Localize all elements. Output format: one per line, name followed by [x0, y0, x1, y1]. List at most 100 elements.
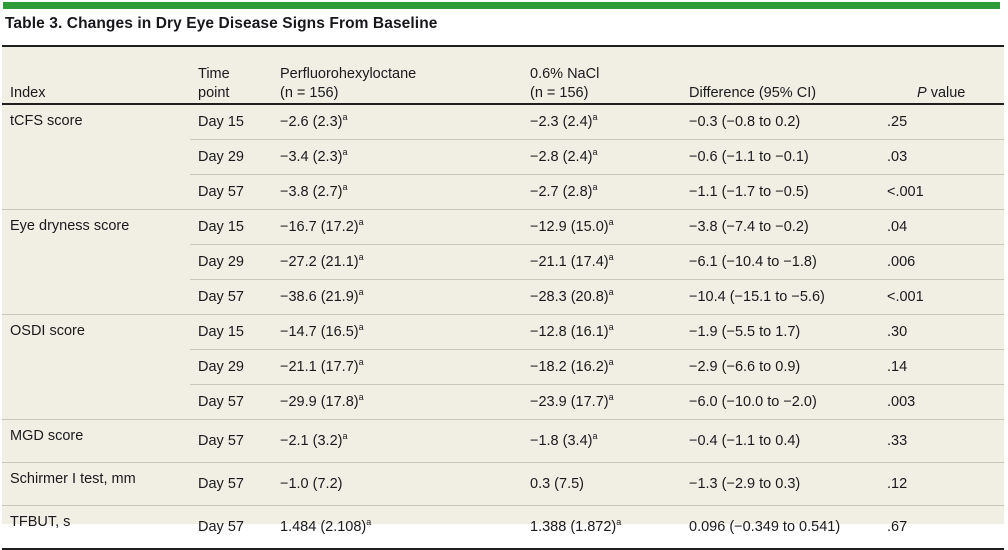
table-row: Day 57 −3.8 (2.7)a −2.7 (2.8)a −1.1 (−1.7 t…: [2, 174, 1004, 210]
footnote-marker: a: [358, 357, 364, 368]
difference-cell: −6.0 (−10.0 to −2.0): [681, 384, 879, 420]
time-point-cell: Day 15: [190, 209, 272, 245]
difference-cell: 0.096 (−0.349 to 0.541): [681, 505, 879, 549]
index-cell: MGD score: [2, 419, 190, 463]
footnote-marker: a: [358, 392, 364, 403]
p-value-cell: .25: [887, 114, 908, 130]
table-body: tCFS score Day 15 −2.6 (2.3)a −2.3 (2.4)a −0…: [2, 104, 1004, 549]
footnote-marker: a: [358, 217, 364, 228]
footnote-marker: a: [608, 392, 614, 403]
nacl-cell: −12.9 (15.0)a: [522, 209, 681, 245]
footnote-marker: a: [358, 287, 364, 298]
p-value-cell: <.001: [879, 174, 1004, 210]
p-value-cell: <.001: [879, 279, 1004, 315]
table-row: Day 29 −3.4 (2.3)a −2.8 (2.4)a −0.6 (−1.1 t…: [2, 139, 1004, 175]
perfluorohexyloctane-cell: −3.4 (2.3)a: [272, 139, 522, 175]
footnote-marker: a: [342, 182, 348, 193]
col-header-perfluorohexyloctane: Perfluorohexyloctane (n = 156): [272, 47, 522, 105]
time-point-cell: Day 15: [198, 114, 244, 130]
footnote-marker: a: [342, 147, 348, 158]
nacl-cell: −28.3 (20.8)a: [522, 279, 681, 315]
time-point-cell: Day 57: [190, 419, 272, 463]
p-value-cell: .03: [879, 139, 1004, 175]
footnote-marker: a: [592, 147, 598, 158]
perfluorohexyloctane-cell: −14.7 (16.5)a: [272, 314, 522, 350]
table-row: Day 29 −21.1 (17.7)a −18.2 (16.2)a −2.9 (−6…: [2, 349, 1004, 385]
footnote-marker: a: [616, 517, 622, 528]
nacl-cell: −18.2 (16.2)a: [522, 349, 681, 385]
footnote-marker: a: [608, 357, 614, 368]
time-point-cell: Day 29: [190, 349, 272, 385]
table-row: Schirmer I test, mm Day 57 −1.0 (7.2) 0.3 (…: [2, 462, 1004, 506]
index-cell: tCFS score: [10, 113, 83, 129]
p-value-rest: value: [926, 85, 966, 101]
table-title: Table 3. Changes in Dry Eye Disease Sign…: [5, 15, 438, 32]
time-point-cell: Day 29: [190, 139, 272, 175]
time-point-cell: Day 57: [190, 279, 272, 315]
perfluorohexyloctane-cell: −1.0 (7.2): [272, 462, 522, 506]
index-cell: Schirmer I test, mm: [2, 462, 190, 506]
footnote-marker: a: [358, 252, 364, 263]
nacl-cell: −23.9 (17.7)a: [522, 384, 681, 420]
footnote-marker: a: [592, 112, 598, 123]
footnote-marker: a: [342, 431, 348, 442]
index-cell: TFBUT, s: [2, 505, 190, 549]
col-header-index: Index: [2, 47, 190, 105]
index-cell: OSDI score: [2, 314, 190, 420]
perfluorohexyloctane-cell: −29.9 (17.8)a: [272, 384, 522, 420]
nacl-cell: −1.8 (3.4)a: [522, 419, 681, 463]
difference-cell: −6.1 (−10.4 to −1.8): [681, 244, 879, 280]
difference-cell: −1.3 (−2.9 to 0.3): [681, 462, 879, 506]
footnote-marker: a: [592, 182, 598, 193]
table-container: Index Time point Perfluorohexyloctane (n…: [2, 45, 1004, 550]
nacl-cell: −2.3 (2.4)a: [530, 112, 598, 130]
col-header-p-value: P value: [879, 47, 1004, 105]
difference-cell: −1.9 (−5.5 to 1.7): [681, 314, 879, 350]
p-value-cell: .30: [879, 314, 1004, 350]
index-cell: Eye dryness score: [2, 209, 190, 315]
time-point-cell: Day 15: [190, 314, 272, 350]
footnote-marker: a: [608, 217, 614, 228]
nacl-cell: −2.8 (2.4)a: [522, 139, 681, 175]
perfluorohexyloctane-cell: −2.1 (3.2)a: [272, 419, 522, 463]
time-point-cell: Day 57: [190, 384, 272, 420]
footnote-marker: a: [342, 112, 348, 123]
table-row: tCFS score Day 15 −2.6 (2.3)a −2.3 (2.4)a −0…: [2, 104, 1004, 140]
perfluorohexyloctane-cell: −38.6 (21.9)a: [272, 279, 522, 315]
dry-eye-signs-table: Index Time point Perfluorohexyloctane (n…: [2, 47, 1004, 550]
table-row: Day 57 −29.9 (17.8)a −23.9 (17.7)a −6.0 (−1…: [2, 384, 1004, 420]
p-value-italic: P: [917, 85, 927, 101]
footnote-marker: a: [358, 322, 364, 333]
table-row: Day 57 −38.6 (21.9)a −28.3 (20.8)a −10.4 (−…: [2, 279, 1004, 315]
p-value-cell: .04: [879, 209, 1004, 245]
p-value-cell: .14: [879, 349, 1004, 385]
col-header-difference: Difference (95% CI): [681, 47, 879, 105]
footnote-marker: a: [608, 252, 614, 263]
p-value-cell: .67: [879, 505, 1004, 549]
p-value-cell: .33: [879, 419, 1004, 463]
perfluorohexyloctane-cell: −16.7 (17.2)a: [272, 209, 522, 245]
perfluorohexyloctane-cell: −27.2 (21.1)a: [272, 244, 522, 280]
table-row: TFBUT, s Day 57 1.484 (2.108)a 1.388 (1.872…: [2, 505, 1004, 549]
difference-cell: −0.3 (−0.8 to 0.2): [689, 114, 801, 130]
difference-cell: −1.1 (−1.7 to −0.5): [681, 174, 879, 210]
footnote-marker: a: [592, 431, 598, 442]
footnote-marker: a: [608, 322, 614, 333]
table-row: Eye dryness score Day 15 −16.7 (17.2)a −12.…: [2, 209, 1004, 315]
footnote-marker: a: [608, 287, 614, 298]
time-point-cell: Day 57: [190, 462, 272, 506]
p-value-cell: .12: [879, 462, 1004, 506]
nacl-cell: 0.3 (7.5): [522, 462, 681, 506]
difference-cell: −0.4 (−1.1 to 0.4): [681, 419, 879, 463]
difference-cell: −10.4 (−15.1 to −5.6): [681, 279, 879, 315]
table-row: Day 29 −27.2 (21.1)a −21.1 (17.4)a −6.1 (−1…: [2, 244, 1004, 280]
nacl-cell: −2.7 (2.8)a: [522, 174, 681, 210]
accent-top-bar: [3, 2, 1000, 9]
time-point-cell: Day 57: [190, 505, 272, 549]
nacl-cell: −12.8 (16.1)a: [522, 314, 681, 350]
header-row: Index Time point Perfluorohexyloctane (n…: [2, 47, 1004, 105]
table-row: OSDI score Day 15 −14.7 (16.5)a −12.8 (16.1…: [2, 314, 1004, 420]
difference-cell: −3.8 (−7.4 to −0.2): [681, 209, 879, 245]
perfluorohexyloctane-cell: −2.6 (2.3)a: [280, 112, 348, 130]
footnote-marker: a: [366, 517, 372, 528]
